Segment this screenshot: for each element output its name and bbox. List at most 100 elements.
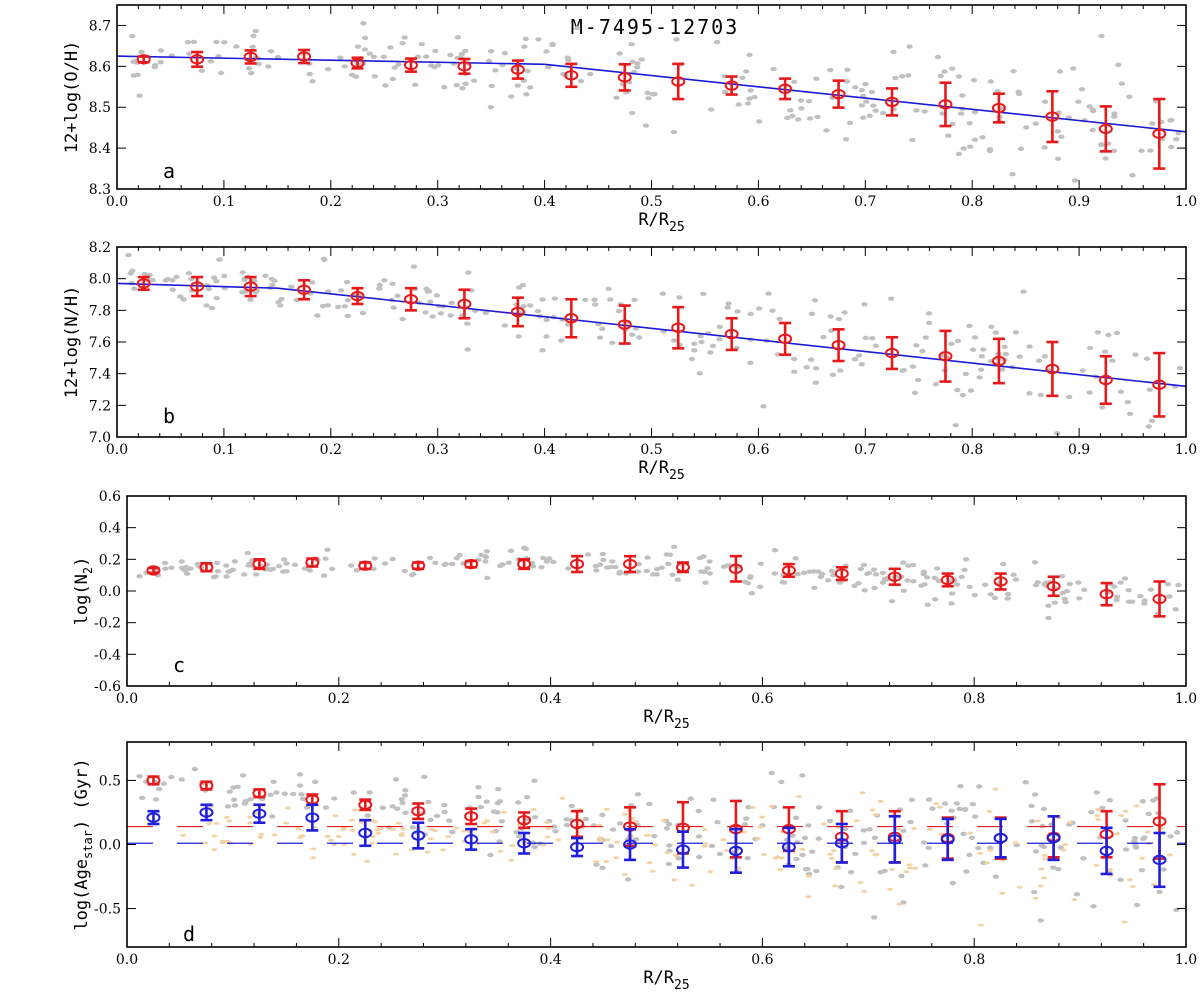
scatter-point [1147,587,1155,592]
x-tick-label: 0.0 [116,691,138,707]
scatter-point [591,297,598,302]
scatter-point [273,790,280,795]
scatter-point [966,852,973,858]
data-point [252,808,267,819]
star-point [180,833,186,837]
scatter-point [776,316,783,322]
scatter-point [353,568,360,573]
scatter-point [241,572,248,577]
scatter-point [651,91,658,97]
scatter-point [900,588,908,593]
scatter-point [879,580,887,585]
data-point [1152,854,1167,866]
scatter-point [698,339,705,345]
scatter-point [710,797,717,802]
scatter-point [674,577,681,582]
star-point [1094,814,1101,818]
scatter-point [616,821,624,826]
panel-letter: d [183,922,195,946]
scatter-point [709,343,717,349]
data-point [190,281,205,292]
scatter-point [515,834,523,839]
x-axis-title-sub: 25 [674,978,690,993]
scatter-point [337,55,344,60]
scatter-point [748,591,756,596]
scatter-point [1016,354,1023,359]
scatter-point [870,915,878,920]
scatter-point [475,794,482,800]
scatter-point [552,829,559,834]
scatter-point [1111,114,1118,119]
scatter-point [275,300,282,305]
data-point [199,562,214,573]
data-point [728,563,743,575]
data-point [1152,379,1167,390]
scatter-point [169,287,176,292]
scatter-point [341,64,348,69]
scatter-point [447,52,454,58]
scatter-point [487,105,494,110]
star-point [324,834,331,838]
scatter-point [799,852,806,858]
scatter-point [1105,332,1112,338]
scatter-point [600,557,607,563]
x-tick-label: 0.1 [213,442,235,458]
star-point [723,849,730,852]
star-point [613,840,620,844]
scatter-point [245,66,253,71]
scatter-point [969,347,977,352]
scatter-point [433,813,441,819]
scatter-point [970,78,978,83]
data-point [993,576,1008,587]
scatter-point [628,42,635,47]
scatter-point [507,548,515,553]
scatter-point [426,555,434,561]
scatter-point [501,323,509,328]
scatter-point [760,404,767,409]
scatter-point [855,581,862,586]
scatter-point [350,790,357,795]
scatter-point [477,804,485,810]
data-point [728,845,743,857]
x-tick-label: 1.0 [1175,952,1197,968]
scatter-point [934,566,941,571]
scatter-point [162,566,169,571]
scatter-point [303,805,311,810]
star-point [888,868,895,871]
scatter-point [149,277,156,283]
scatter-point [846,120,854,126]
scatter-point [992,330,999,335]
scatter-point [739,75,746,81]
star-point [621,812,628,816]
data-point [1098,123,1113,135]
star-point [868,849,875,853]
star-point [400,827,407,831]
scatter-point [888,599,896,604]
star-point [906,863,913,867]
scatter-point [700,291,707,297]
star-point [820,822,827,826]
scatter-point [395,62,402,67]
star-point [310,856,317,860]
scatter-point [632,837,640,842]
scatter-point [465,270,472,275]
scatter-point [959,93,966,98]
scatter-point [563,817,570,822]
scatter-point [214,569,222,574]
scatter-point [952,423,959,428]
scatter-point [1051,600,1059,605]
scatter-point [904,578,911,583]
scatter-point [858,88,865,93]
scatter-point [505,560,512,565]
scatter-point [784,115,791,121]
scatter-point [872,343,880,348]
scatter-point [1129,599,1136,604]
star-point [1016,885,1023,889]
scatter-point [842,826,849,832]
star-point [297,835,304,839]
y-tick-label: 0.4 [99,521,121,537]
scatter-point [1045,603,1052,608]
scatter-point [485,58,493,64]
scatter-point [811,298,819,303]
data-point [510,306,525,318]
